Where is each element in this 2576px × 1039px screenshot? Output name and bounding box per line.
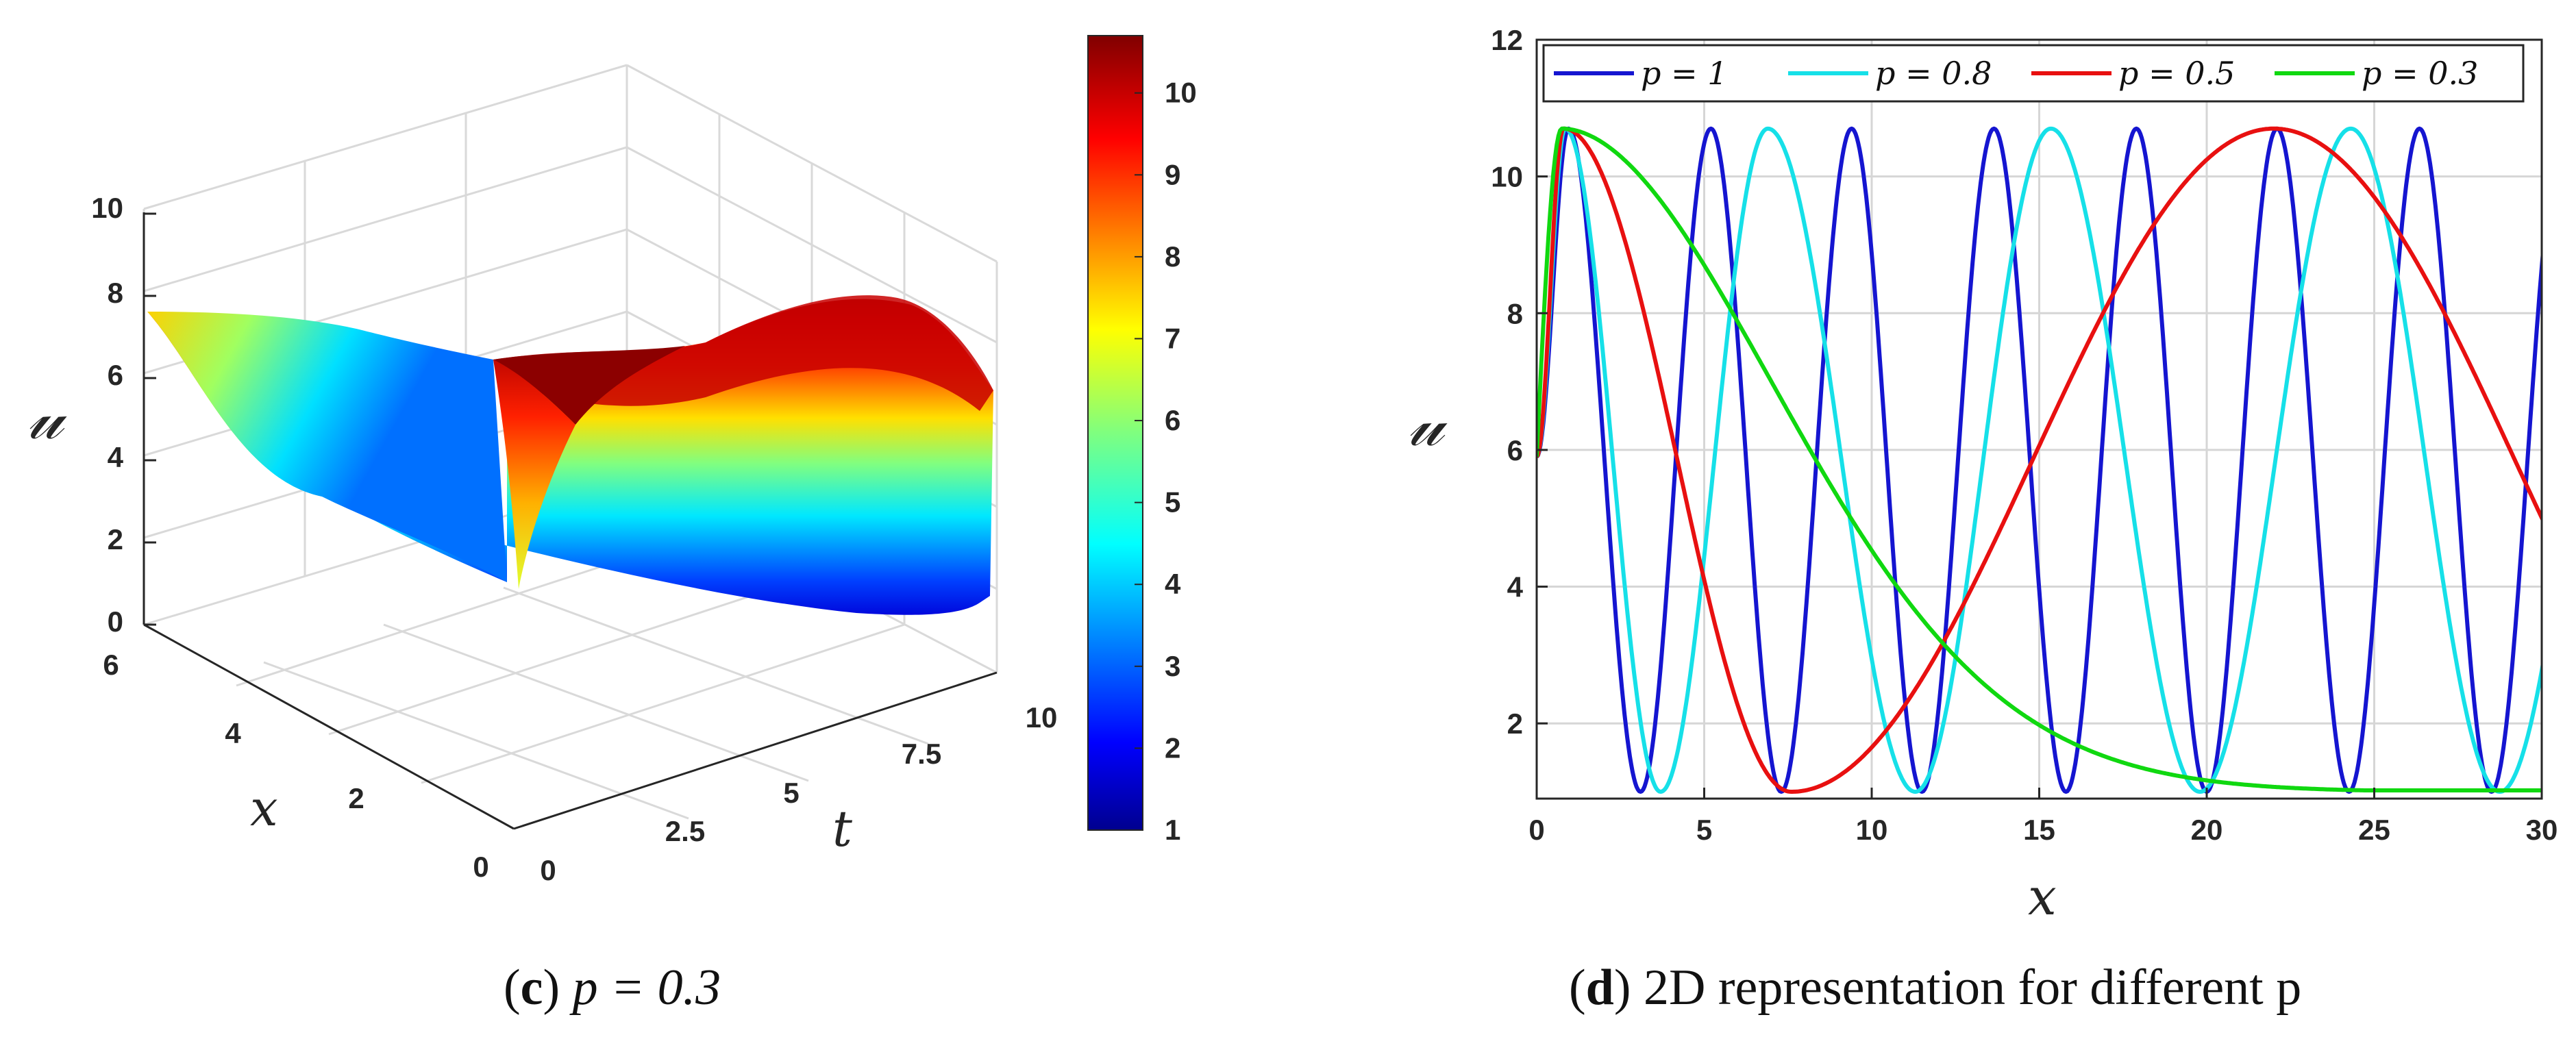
surface-plot: 0 2 4 6 8 10 0 2 4 6 0 2.5 5 7.5 10 𝓊 x … — [27, 35, 1197, 886]
caption-d-tag: d — [1585, 960, 1614, 1016]
colorbar-tick-label: 6 — [1165, 404, 1180, 436]
surface — [147, 295, 993, 615]
surface-left-face — [147, 312, 507, 582]
y-axis-label: 𝓊 — [1408, 387, 1448, 460]
z-tick: 4 — [108, 441, 124, 473]
t-tick: 5 — [783, 777, 799, 809]
z-tick: 2 — [108, 523, 123, 555]
y-tick-label: 10 — [1491, 161, 1523, 193]
caption-c-tag: c — [520, 960, 543, 1016]
colorbar-tick-label: 8 — [1165, 240, 1180, 273]
z-tick: 10 — [91, 192, 123, 224]
x-tick-labels: 0 2 4 6 — [103, 649, 488, 883]
x-tick: 0 — [473, 851, 488, 883]
t-tick: 2.5 — [665, 815, 705, 847]
x-tick-label: 10 — [1856, 814, 1888, 846]
caption-c-text: p = 0.3 — [572, 960, 721, 1016]
y-tick-label: 4 — [1507, 571, 1524, 603]
series-p1 — [1537, 126, 2542, 794]
z-tick: 0 — [108, 605, 123, 638]
x-tick: 6 — [103, 649, 119, 681]
surface-dark-band — [493, 346, 685, 425]
colorbar-ticks: 1 2 3 4 5 6 7 8 9 10 — [1135, 77, 1197, 846]
colorbar-tick-label: 1 — [1165, 814, 1180, 846]
series-p08 — [1537, 126, 2542, 794]
colorbar-tick-label: 2 — [1165, 731, 1180, 764]
t-tick: 10 — [1026, 701, 1058, 734]
t-tick-labels: 0 2.5 5 7.5 10 — [540, 701, 1057, 886]
x-tick-label: 25 — [2358, 814, 2390, 846]
x-tick-label: 0 — [1528, 814, 1544, 846]
t-tick: 0 — [540, 854, 556, 886]
t-axis-label: t — [832, 800, 853, 858]
z-axis-label: 𝓊 — [27, 380, 67, 453]
colorbar-tick-label: 3 — [1165, 650, 1180, 682]
z-tick: 6 — [108, 359, 123, 391]
x-axis-label: x — [2028, 868, 2057, 927]
x-tick: 4 — [225, 717, 241, 749]
legend-label-p08: p = 0.8 — [1875, 55, 1992, 92]
colorbar-tick-label: 5 — [1165, 486, 1180, 518]
axes-3d — [143, 212, 998, 830]
colorbar-bar — [1087, 35, 1143, 831]
z-tick-labels: 0 2 4 6 8 10 — [91, 192, 123, 638]
line-plot: 0 5 10 15 20 25 30 2 4 6 8 10 12 x 𝓊 p = 1 p = 0.8 p… — [1408, 24, 2558, 927]
legend-label-p1: p = 1 — [1641, 55, 1728, 92]
y-tick-label: 12 — [1491, 24, 1523, 56]
surface-spike — [493, 360, 575, 589]
x-tick: 2 — [348, 782, 364, 814]
y-tick-label: 6 — [1507, 434, 1523, 466]
y-tick-label: 2 — [1507, 708, 1523, 740]
t-tick: 7.5 — [902, 738, 941, 770]
colorbar-tick-label: 4 — [1165, 568, 1181, 600]
legend-label-p03: p = 0.3 — [2362, 55, 2478, 92]
caption-d: (d) 2D representation for different p — [1569, 960, 2302, 1016]
caption-d-text: 2D representation for different p — [1643, 960, 2302, 1016]
colorbar-tick-label: 7 — [1165, 322, 1180, 354]
caption-c: (c) p = 0.3 — [504, 960, 721, 1016]
colorbar-tick-label: 9 — [1165, 158, 1180, 190]
colorbar: 1 2 3 4 5 6 7 8 9 10 — [1087, 35, 1197, 846]
series-p05 — [1537, 126, 2542, 794]
x-tick-label: 5 — [1696, 814, 1712, 846]
x-axis-label: x — [250, 779, 278, 837]
colorbar-tick-label: 10 — [1165, 77, 1197, 109]
legend: p = 1 p = 0.8 p = 0.5 p = 0.3 — [1542, 44, 2525, 103]
x-tick-label: 20 — [2191, 814, 2223, 846]
z-tick: 8 — [108, 277, 123, 309]
axis-ticks: 0 5 10 15 20 25 30 2 4 6 8 10 12 — [1491, 24, 2558, 846]
x-tick-label: 30 — [2526, 814, 2558, 846]
y-tick-label: 8 — [1507, 297, 1523, 329]
surface-front-face — [147, 299, 993, 615]
legend-label-p05: p = 0.5 — [2118, 55, 2235, 92]
x-tick-label: 15 — [2023, 814, 2055, 846]
